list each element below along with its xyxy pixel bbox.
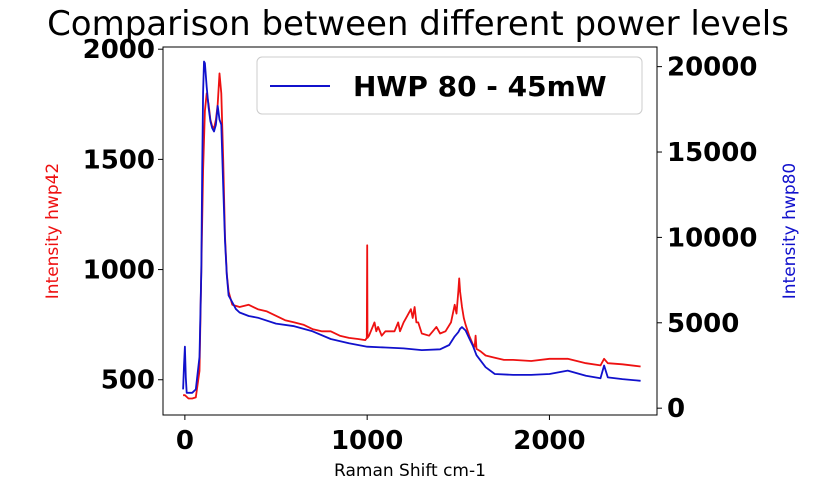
right-y-tick-label: 5000 [667, 309, 739, 339]
legend: HWP 80 - 45mW [256, 56, 643, 115]
right-y-axis-ticks: 0 5000 10000 15000 20000 [657, 53, 757, 424]
left-y-tick-label: 1000 [83, 256, 155, 286]
chart-title: Comparison between different power level… [47, 4, 789, 44]
series-line-hwp80 [182, 60, 641, 394]
x-axis-label: Raman Shift cm-1 [334, 461, 486, 481]
left-y-tick-label: 500 [101, 366, 155, 396]
right-y-axis-label: Intensity hwp80 [780, 163, 800, 300]
series-lines [182, 60, 641, 400]
left-y-tick-label: 2000 [83, 35, 155, 65]
right-y-tick-label: 15000 [667, 138, 757, 168]
right-y-tick-label: 0 [667, 394, 685, 424]
x-tick-label: 0 [176, 426, 194, 456]
plot-frame [162, 46, 658, 416]
right-y-tick-label: 10000 [667, 223, 757, 253]
legend-box [256, 56, 643, 115]
legend-entry-label: HWP 80 - 45mW [353, 70, 607, 103]
x-tick-label: 2000 [513, 426, 585, 456]
left-y-axis-ticks: 500 1000 1500 2000 [83, 35, 163, 396]
x-axis-ticks: 0 1000 2000 [176, 415, 586, 456]
series-line-hwp42 [183, 72, 641, 400]
left-y-tick-label: 1500 [83, 145, 155, 175]
right-y-tick-label: 20000 [667, 53, 757, 83]
x-tick-label: 1000 [331, 426, 403, 456]
left-y-axis-label: Intensity hwp42 [43, 163, 63, 300]
